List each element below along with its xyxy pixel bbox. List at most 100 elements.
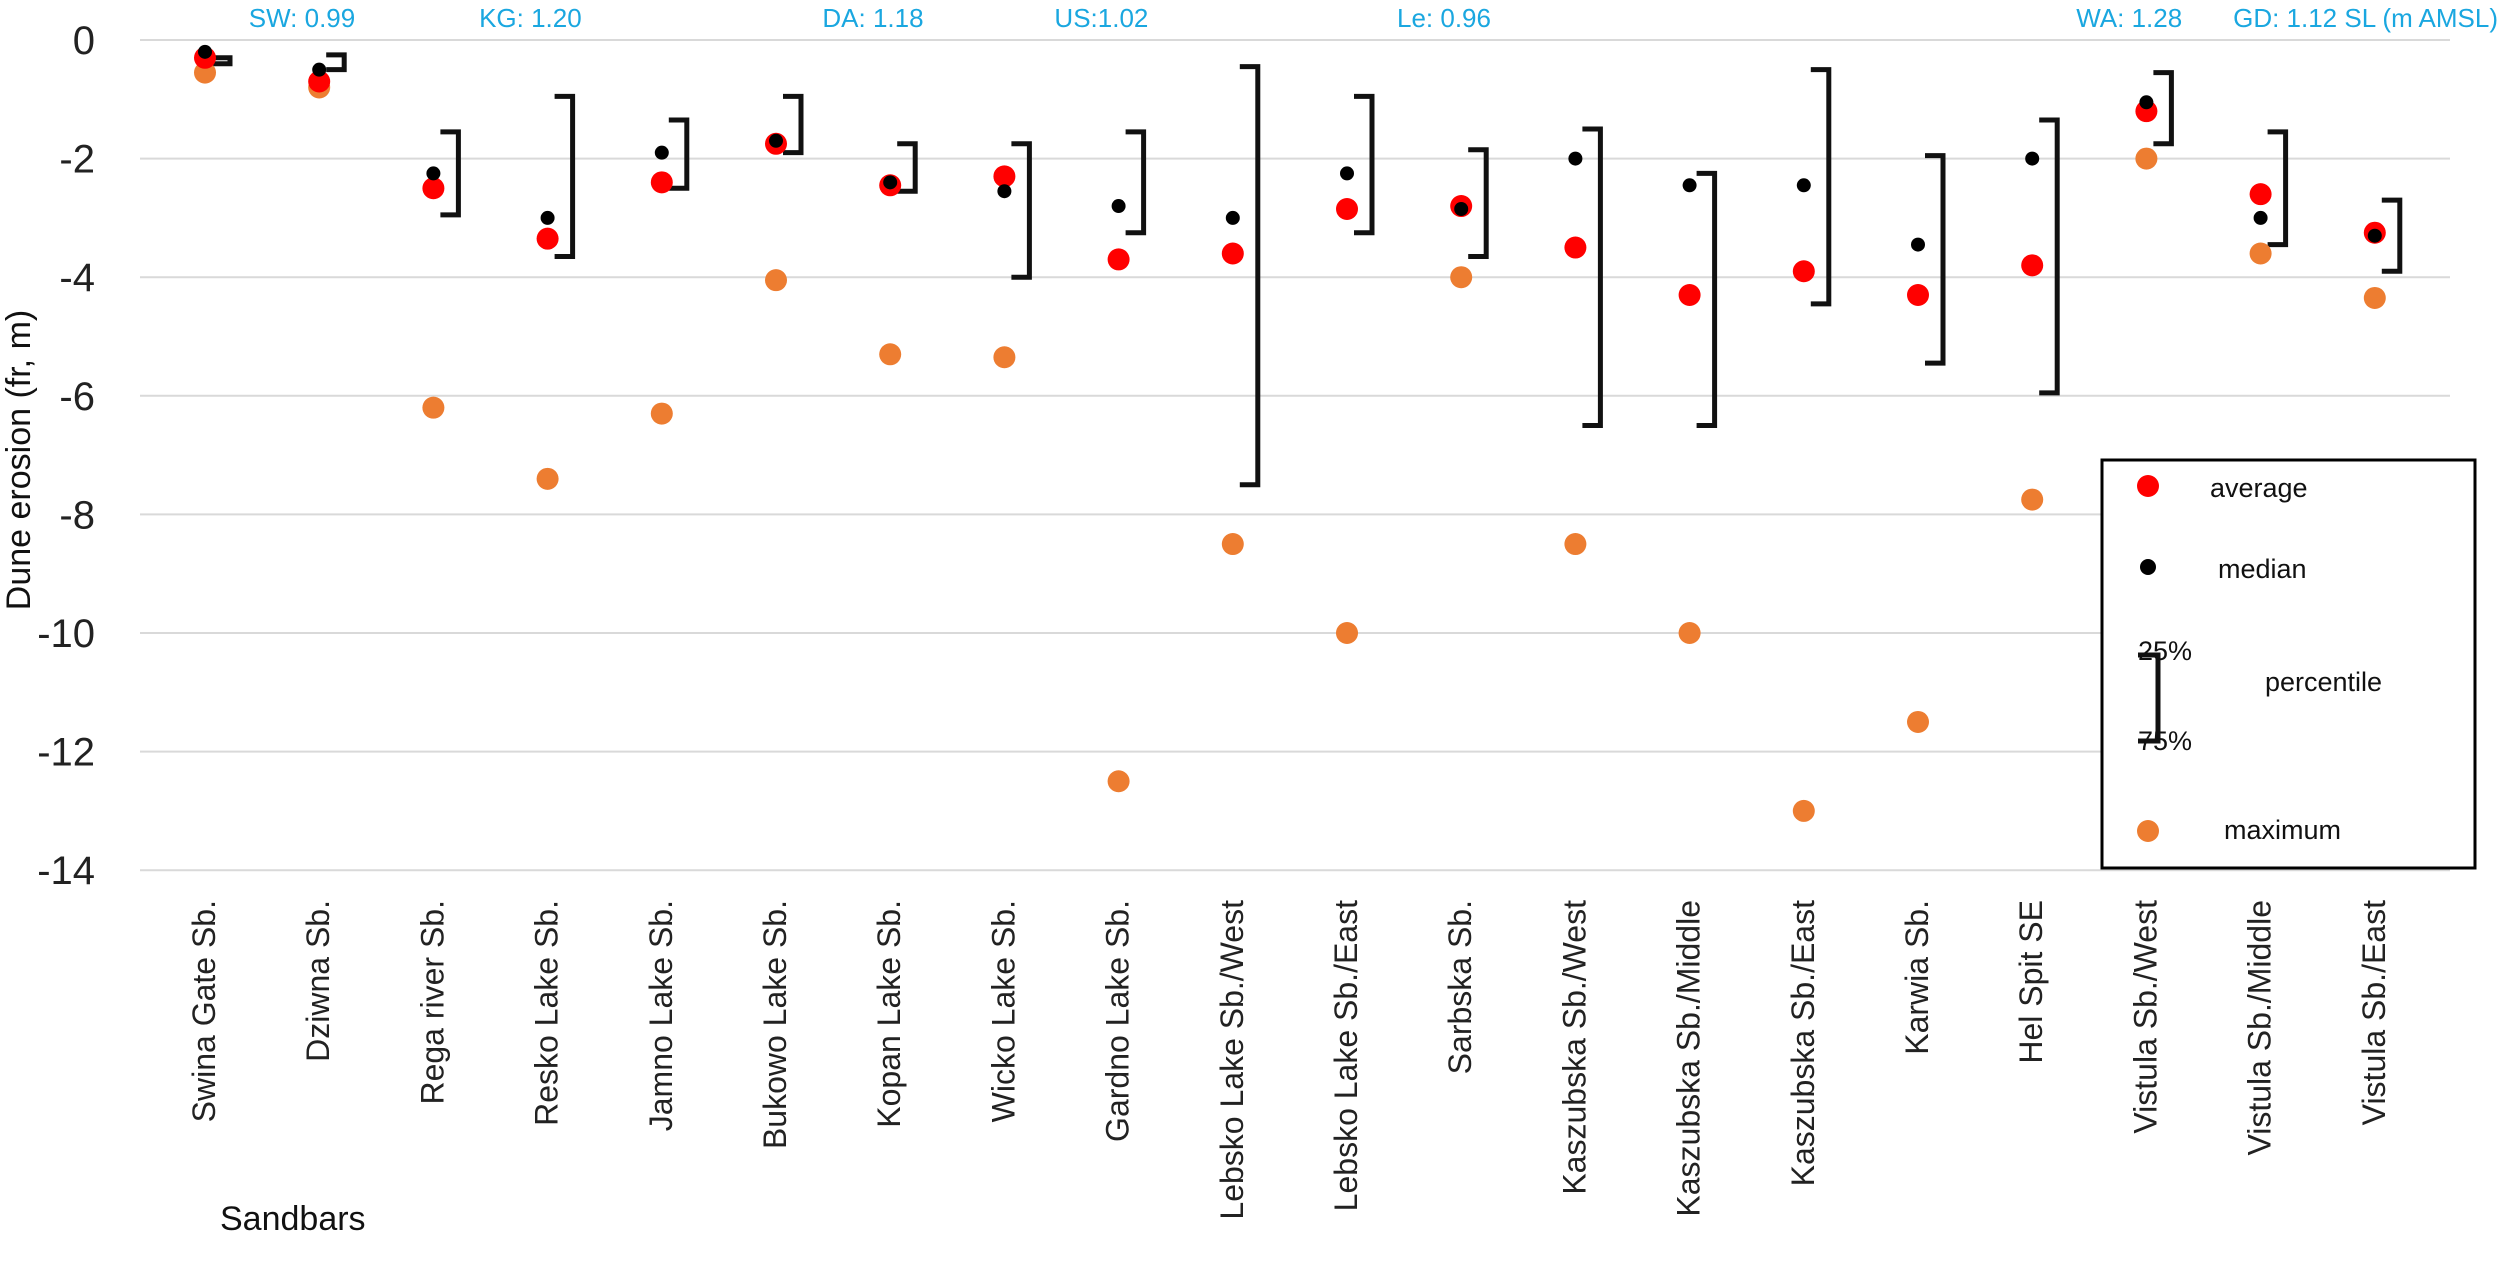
percentile-bracket — [440, 129, 461, 218]
x-axis-title: Sandbars — [220, 1200, 366, 1238]
median-point — [426, 166, 441, 181]
maximum-point — [879, 343, 902, 366]
average-point — [1792, 260, 1815, 283]
percentile-bracket — [1925, 153, 1946, 366]
percentile-bracket — [2153, 70, 2174, 147]
maximum-point — [1564, 533, 1587, 556]
sea-level-note: KG: 1.20 — [479, 3, 582, 33]
average-point — [536, 227, 559, 250]
sea-level-note: SW: 0.99 — [249, 3, 355, 33]
category-label-swina-gate-sb: Swina Gate Sb. — [186, 900, 222, 1122]
percentile-bracket — [1468, 147, 1489, 259]
legend: average median 25% percentile 75% maximu… — [2100, 458, 2477, 870]
sea-level-note: Le: 0.96 — [1397, 3, 1491, 33]
maximum-point — [422, 396, 445, 419]
sea-level-note: US:1.02 — [1054, 3, 1148, 33]
category-label-karwia-sb: Karwia Sb. — [1899, 900, 1935, 1055]
maximum-point — [2135, 147, 2158, 170]
median-point — [1682, 178, 1697, 193]
maximum-point — [2021, 488, 2044, 511]
average-point — [422, 177, 445, 200]
maximum-point — [1107, 770, 1130, 793]
legend-p25-label: 25% — [2138, 636, 2192, 666]
sea-level-note: GD: 1.12 SL (m AMSL) — [2233, 3, 2498, 33]
average-point — [1221, 242, 1244, 265]
legend-percentile-bracket — [2138, 652, 2161, 744]
category-label-kaszubska-sb-middle: Kaszubska Sb./Middle — [1671, 900, 1707, 1217]
y-tick-label: -2 — [59, 138, 95, 182]
average-point — [1678, 283, 1701, 306]
average-point — [2021, 254, 2044, 277]
category-label-bukowo-lake-sb: Bukowo Lake Sb. — [757, 900, 793, 1149]
maximum-point — [1678, 622, 1701, 644]
legend-average-marker — [2137, 475, 2159, 497]
legend-median-label: median — [2218, 554, 2307, 584]
average-point — [2249, 183, 2272, 206]
percentile-bracket — [2381, 197, 2403, 274]
sea-level-annotations: SW: 0.99 KG: 1.20 DA: 1.18 US:1.02 Le: 0.96 W… — [249, 3, 2498, 33]
maximum-point — [1221, 533, 1244, 556]
percentile-bracket — [1125, 129, 1147, 236]
average-point — [993, 165, 1016, 188]
percentile-bracket — [1810, 67, 1832, 307]
median-point — [997, 184, 1012, 199]
percentile-bracket — [2039, 117, 2060, 396]
legend-box — [2100, 458, 2477, 870]
category-label-kaszubska-sb-east: Kaszubska Sb./East — [1785, 900, 1821, 1186]
y-tick-label: -10 — [37, 612, 95, 656]
median-point — [2253, 210, 2268, 225]
percentile-bracket — [2267, 129, 2289, 248]
median-point — [1111, 199, 1126, 214]
category-label-rega-river-sb: Rega river Sb. — [414, 900, 450, 1105]
percentile-bracket — [783, 93, 804, 156]
y-tick-label: 0 — [73, 19, 95, 63]
category-label-hel-spit-se: Hel Spit SE — [2013, 900, 2049, 1064]
median-point — [1225, 210, 1240, 225]
legend-maximum-marker — [2137, 820, 2159, 842]
percentile-bracket — [1239, 64, 1261, 488]
percentile-brackets — [212, 52, 2403, 488]
gridlines — [140, 39, 2450, 872]
y-tick-label: -8 — [59, 493, 95, 537]
maximum-point — [536, 467, 559, 490]
percentile-bracket — [212, 55, 233, 67]
maximum-point — [993, 346, 1016, 369]
average-point — [1336, 198, 1358, 221]
average-point — [650, 171, 673, 194]
median-point — [654, 145, 669, 160]
legend-p75-label: 75% — [2138, 726, 2192, 756]
median-point — [2367, 228, 2382, 243]
category-label-vistula-sb-west: Vistula Sb./West — [2127, 900, 2163, 1134]
median-point — [883, 175, 898, 190]
median-point — [1340, 166, 1354, 181]
percentile-bracket — [1011, 141, 1032, 280]
median-point — [1911, 237, 1925, 252]
maximum-point — [2249, 242, 2272, 265]
y-axis-ticks: 0 -2 -4 -6 -8 -10 -12 -14 — [37, 19, 95, 893]
median-point — [1568, 151, 1583, 166]
sea-level-note: DA: 1.18 — [822, 3, 923, 33]
category-label-gardno-lake-sb: Gardno Lake Sb. — [1100, 900, 1136, 1142]
y-axis-title: Dune erosion (fr, m) — [0, 310, 38, 610]
y-tick-label: -12 — [37, 731, 95, 775]
percentile-bracket — [1582, 126, 1603, 428]
legend-percentile-label: percentile — [2265, 667, 2382, 697]
category-label-wicko-lake-sb: Wicko Lake Sb. — [985, 900, 1021, 1122]
category-label-jamno-lake-sb: Jamno Lake Sb. — [643, 900, 679, 1131]
median-point — [312, 62, 327, 77]
category-label-dziwna-sb: Dziwna Sb. — [300, 900, 336, 1062]
median-point — [1796, 178, 1811, 193]
y-tick-label: -6 — [59, 375, 95, 419]
data-points — [194, 44, 2386, 822]
median-point — [2025, 151, 2040, 166]
legend-average-label: average — [2210, 473, 2308, 503]
y-tick-label: -4 — [59, 256, 95, 300]
legend-median-marker — [2140, 559, 2156, 575]
legend-maximum-label: maximum — [2224, 815, 2341, 845]
median-point — [2139, 95, 2154, 110]
category-label-resko-lake-sb: Resko Lake Sb. — [529, 900, 565, 1126]
sea-level-note: WA: 1.28 — [2076, 3, 2182, 33]
category-label-vistula-sb-east: Vistula Sb./East — [2356, 900, 2392, 1125]
maximum-point — [765, 269, 787, 292]
